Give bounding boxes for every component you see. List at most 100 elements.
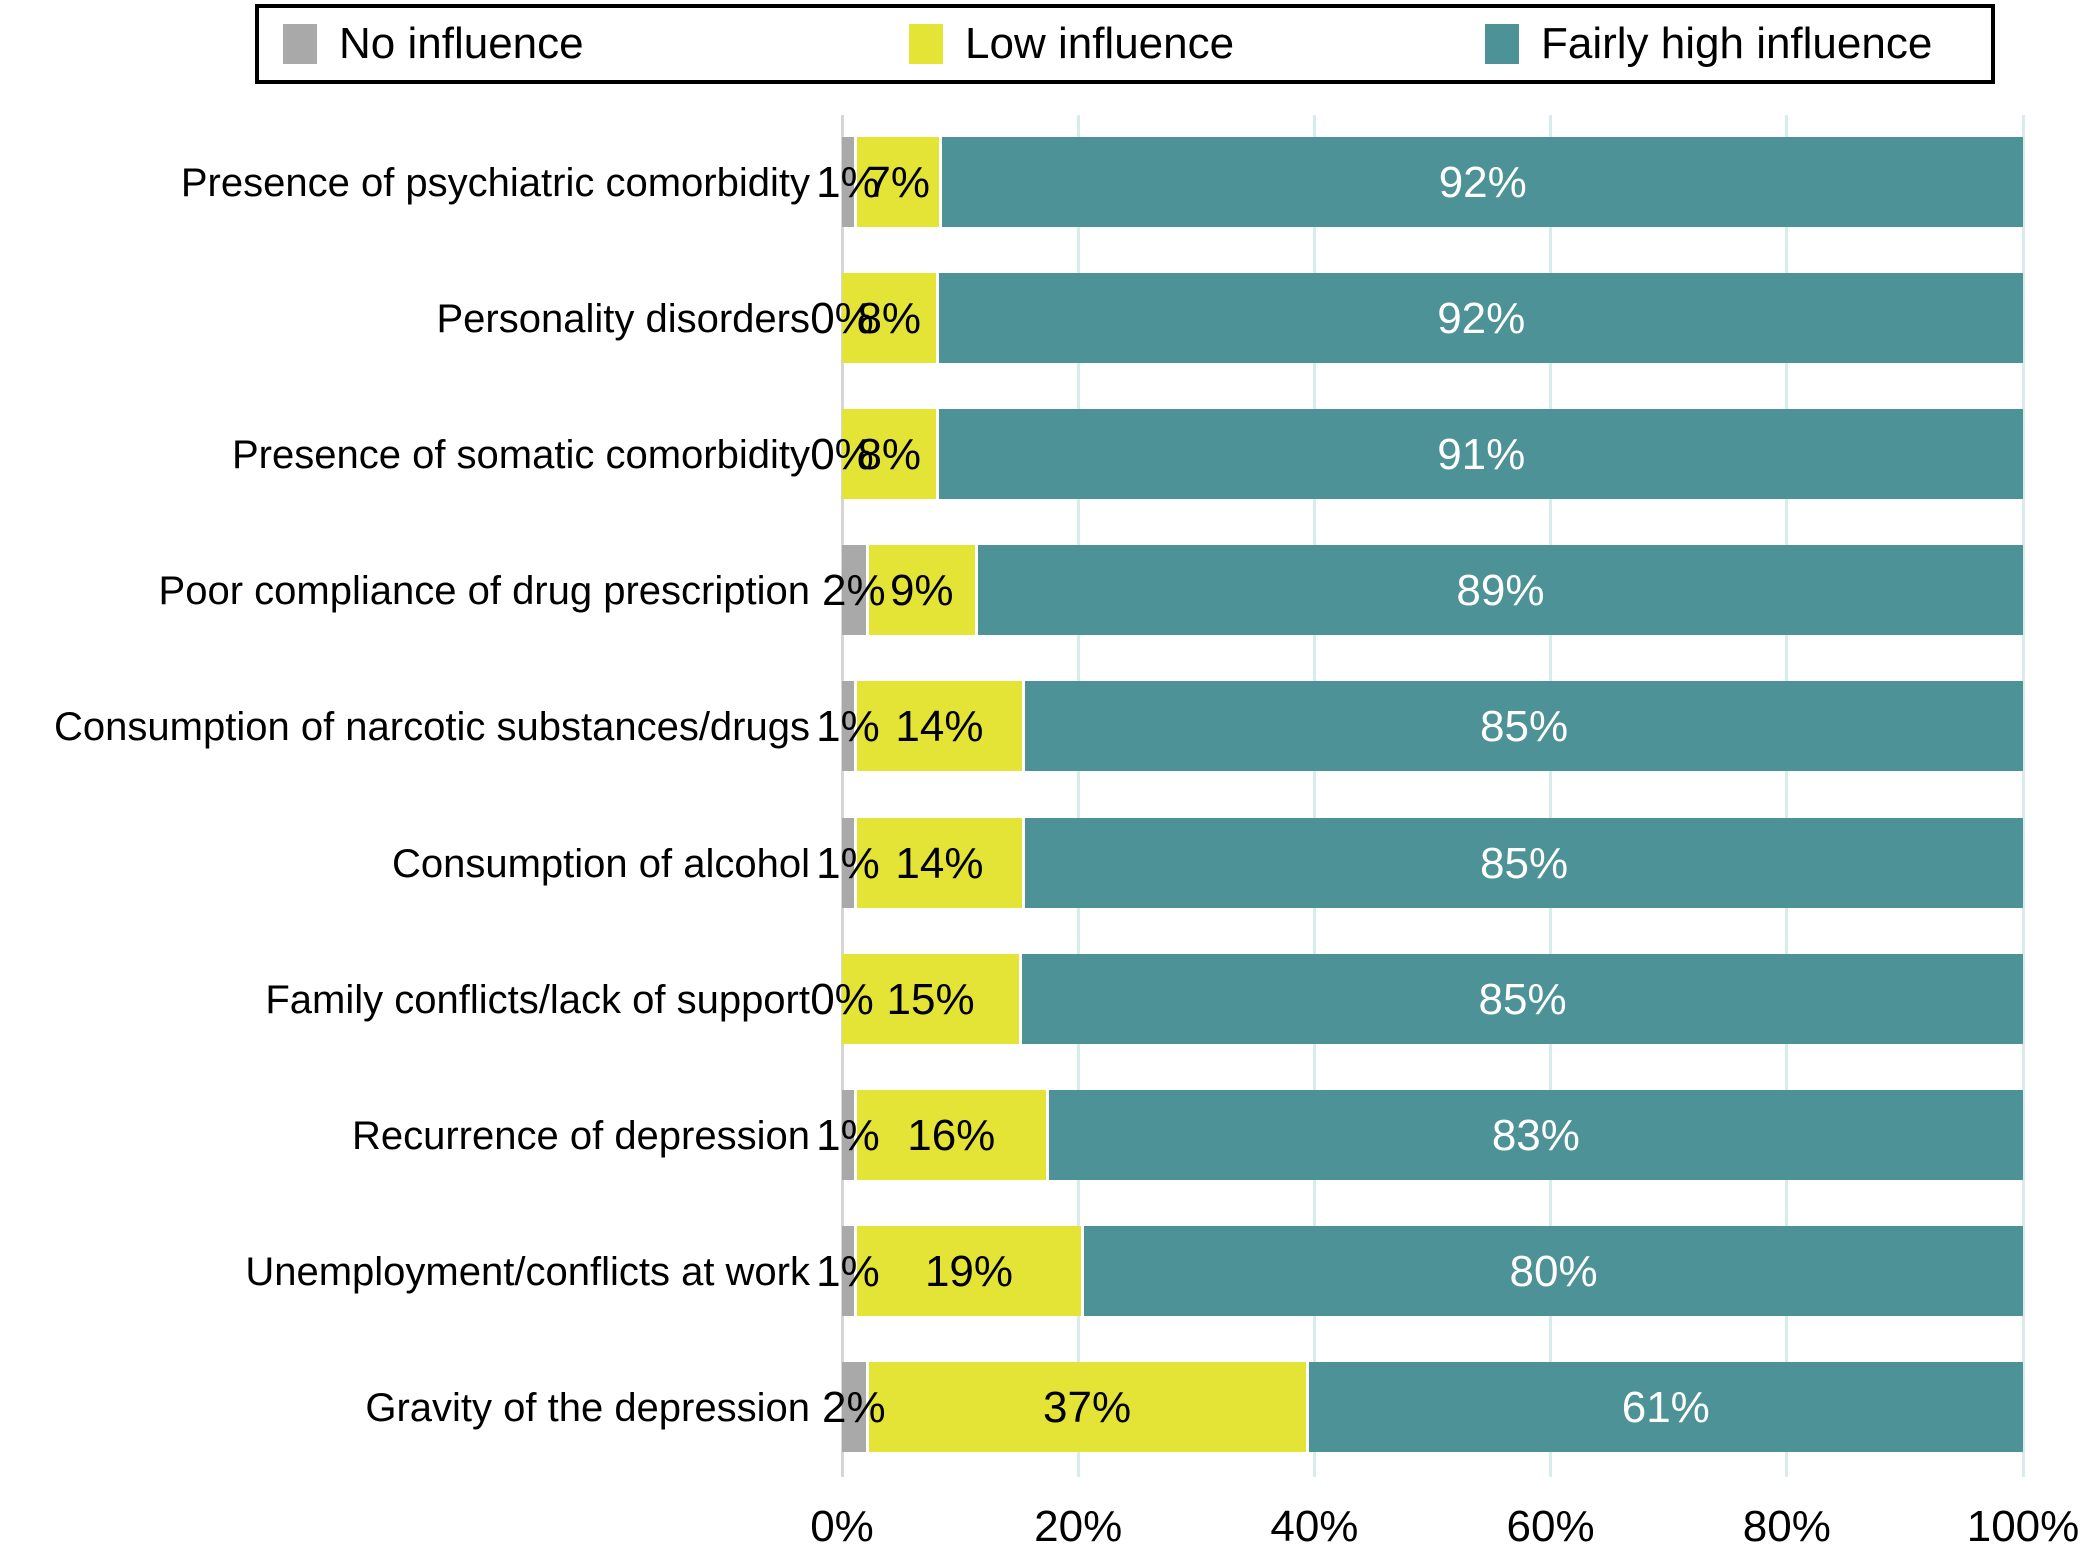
category-label: Recurrence of depression	[351, 1113, 810, 1158]
data-label-fairly-high-influence: 85%	[1480, 702, 1569, 752]
x-axis-tick-label: 100%	[1966, 1502, 2080, 1551]
gridline	[1312, 115, 1316, 1477]
bar-row: 2% 9% 89%	[822, 545, 2023, 636]
bar-segment-low-influence	[856, 817, 1023, 908]
bar-row: 1% 7% 92%	[816, 137, 2023, 227]
x-axis-tick-label: 40%	[1270, 1502, 1359, 1551]
legend-swatch-low-influence	[909, 24, 943, 64]
data-label-low-influence: 9%	[889, 566, 954, 616]
data-label-no-influence: 0%	[810, 430, 874, 480]
bar-segment-low-influence	[856, 137, 940, 227]
data-label-low-influence: 19%	[924, 1246, 1014, 1296]
bar-segment-no-influence	[842, 137, 854, 227]
bar-segment-low-influence	[856, 1225, 1082, 1316]
bar-segment-low-influence	[856, 1089, 1046, 1180]
data-label-no-influence: 0%	[810, 294, 874, 344]
data-label-low-influence: 37%	[1043, 1382, 1132, 1432]
data-label-no-influence: 1%	[816, 158, 880, 207]
bar-segment-fairly-high-influence	[1308, 1361, 2023, 1452]
data-label-fairly-high-influence: 85%	[1480, 838, 1569, 888]
x-axis-tick-label: 20%	[1034, 1502, 1123, 1551]
data-label-low-influence: 8%	[857, 430, 922, 480]
bar-segment-no-influence	[842, 1361, 866, 1452]
data-label-low-influence: 16%	[907, 1110, 996, 1160]
x-axis-tick-label: 60%	[1506, 1502, 1595, 1551]
x-axis-tick-label: 0%	[810, 1502, 874, 1551]
bar-row: 1% 14% 85%	[816, 817, 2023, 908]
data-label-no-influence: 0%	[810, 974, 874, 1024]
data-label-fairly-high-influence: 85%	[1478, 974, 1567, 1024]
data-label-fairly-high-influence: 80%	[1509, 1246, 1598, 1296]
legend-label-fairly-high-influence: Fairly high influence	[1541, 19, 1933, 68]
category-label: Poor compliance of drug prescription	[158, 569, 810, 614]
gridline	[2021, 115, 2025, 1477]
legend-item-no-influence: No influence	[283, 22, 584, 66]
data-label-no-influence: 1%	[816, 1246, 880, 1296]
data-label-low-influence: 8%	[857, 294, 922, 344]
data-label-low-influence: 14%	[895, 838, 984, 888]
bar-segment-low-influence	[842, 273, 937, 364]
data-label-low-influence: 7%	[866, 158, 930, 207]
data-label-low-influence: 15%	[886, 974, 975, 1024]
gridline	[1076, 115, 1080, 1477]
bar-segment-fairly-high-influence	[1025, 681, 2023, 772]
bar-segment-fairly-high-influence	[939, 273, 2023, 364]
bar-row: 0% 8% 91%	[810, 409, 2023, 500]
legend-label-no-influence: No influence	[339, 19, 584, 68]
bar-segment-fairly-high-influence	[1025, 817, 2023, 908]
gridline	[1549, 115, 1553, 1477]
data-label-fairly-high-influence: 92%	[1437, 294, 1526, 344]
bar-segment-fairly-high-influence	[977, 545, 2023, 636]
y-axis-line	[840, 115, 844, 1477]
plot-area: 1% 7% 92% 0% 8% 92% 0% 8% 91% 2% 9% 89% 1% 14% 85% 1% 14…	[810, 115, 2025, 1477]
legend: No influence Low influence Fairly high i…	[255, 4, 1995, 84]
data-label-no-influence: 1%	[816, 1110, 880, 1160]
data-label-fairly-high-influence: 61%	[1621, 1382, 1710, 1432]
bar-row: 1% 14% 85%	[816, 681, 2023, 772]
category-label: Gravity of the depression	[365, 1385, 810, 1430]
category-label: Presence of somatic comorbidity	[231, 433, 810, 478]
bar-row: 1% 16% 83%	[816, 1089, 2023, 1180]
category-label: Presence of psychiatric comorbidity	[180, 161, 810, 205]
bar-segment-fairly-high-influence	[1048, 1089, 2023, 1180]
category-label: Consumption of narcotic substances/drugs	[54, 705, 810, 750]
bar-segment-no-influence	[842, 817, 854, 908]
bar-segment-low-influence	[842, 409, 937, 500]
data-label-fairly-high-influence: 92%	[1438, 158, 1527, 207]
bar-segment-low-influence	[856, 681, 1023, 772]
bar-segment-fairly-high-influence	[1022, 953, 2023, 1044]
bar-segment-fairly-high-influence	[939, 409, 2023, 500]
bar-segment-no-influence	[842, 681, 854, 772]
bar-row: 1% 19% 80%	[816, 1225, 2023, 1316]
bar-segment-fairly-high-influence	[942, 137, 2023, 227]
data-label-no-influence: 2%	[822, 566, 886, 616]
data-label-fairly-high-influence: 89%	[1456, 566, 1545, 616]
bar-row: 2% 37% 61%	[822, 1361, 2023, 1452]
category-label: Consumption of alcohol	[391, 841, 810, 886]
x-axis-tick-label: 80%	[1742, 1502, 1831, 1551]
bar-segment-low-influence	[868, 545, 975, 636]
bar-segment-low-influence	[842, 953, 1020, 1044]
category-label: Personality disorders	[436, 297, 811, 342]
bar-row: 0% 8% 92%	[810, 273, 2023, 364]
category-label: Family conflicts/lack of support	[265, 977, 810, 1022]
bar-segment-no-influence	[842, 1089, 854, 1180]
data-label-fairly-high-influence: 83%	[1491, 1110, 1580, 1160]
bar-segment-no-influence	[842, 1225, 854, 1316]
bar-segment-low-influence	[868, 1361, 1306, 1452]
data-label-fairly-high-influence: 91%	[1437, 430, 1526, 480]
data-label-no-influence: 1%	[816, 702, 880, 752]
legend-swatch-no-influence	[283, 24, 317, 64]
category-label: Unemployment/conflicts at work	[245, 1249, 810, 1294]
data-label-low-influence: 14%	[895, 702, 984, 752]
legend-swatch-fairly-high-influence	[1485, 24, 1519, 64]
bar-segment-no-influence	[842, 545, 866, 636]
gridline	[1785, 115, 1789, 1477]
legend-label-low-influence: Low influence	[965, 19, 1235, 68]
legend-item-low-influence: Low influence	[909, 22, 1234, 66]
bar-row: 0% 15% 85%	[810, 953, 2023, 1044]
legend-item-fairly-high-influence: Fairly high influence	[1485, 22, 1932, 66]
data-label-no-influence: 1%	[816, 838, 880, 888]
data-label-no-influence: 2%	[822, 1382, 886, 1432]
